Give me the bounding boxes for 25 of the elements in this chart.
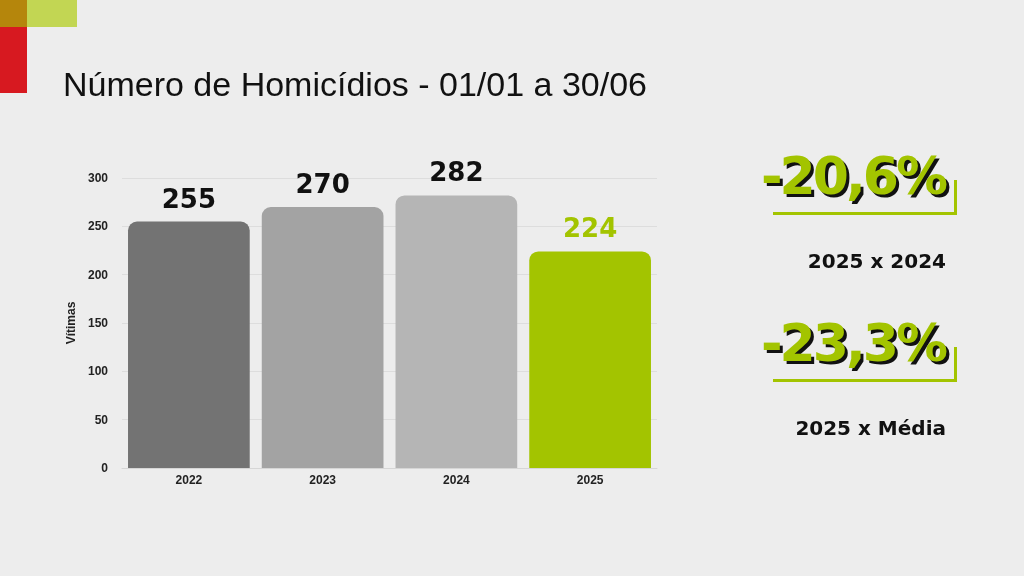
- text: 2025 x Média: [795, 415, 946, 441]
- x-tick-label: 2023: [309, 473, 337, 487]
- y-axis-title: Vítimas: [64, 301, 79, 345]
- y-tick-label: 50: [94, 412, 109, 427]
- y-tick-label: 150: [87, 316, 109, 330]
- bar: [261, 207, 384, 468]
- text: 2025 x 2024: [807, 248, 946, 274]
- y-tick-label: 100: [87, 364, 109, 379]
- data-label: 270: [295, 169, 350, 199]
- y-tick-label: 300: [87, 171, 109, 185]
- y-tick-label: 250: [87, 219, 109, 234]
- bar: [529, 251, 651, 468]
- text: -23,3%: [761, 313, 945, 373]
- data-label: 282: [429, 157, 484, 188]
- data-label: 224: [562, 213, 618, 244]
- x-tick-label: 2022: [175, 473, 203, 487]
- bar: [128, 221, 250, 468]
- text: -20,6%: [761, 146, 945, 206]
- x-tick-label: 2024: [443, 473, 471, 487]
- x-tick-label: 2025: [576, 473, 604, 487]
- bar: [395, 195, 518, 468]
- data-label: 255: [161, 183, 217, 214]
- y-tick-label: 0: [101, 461, 109, 475]
- chart-title: Número de Homicídios - 01/01 a 30/06: [63, 65, 647, 103]
- y-tick-label: 200: [87, 267, 109, 282]
